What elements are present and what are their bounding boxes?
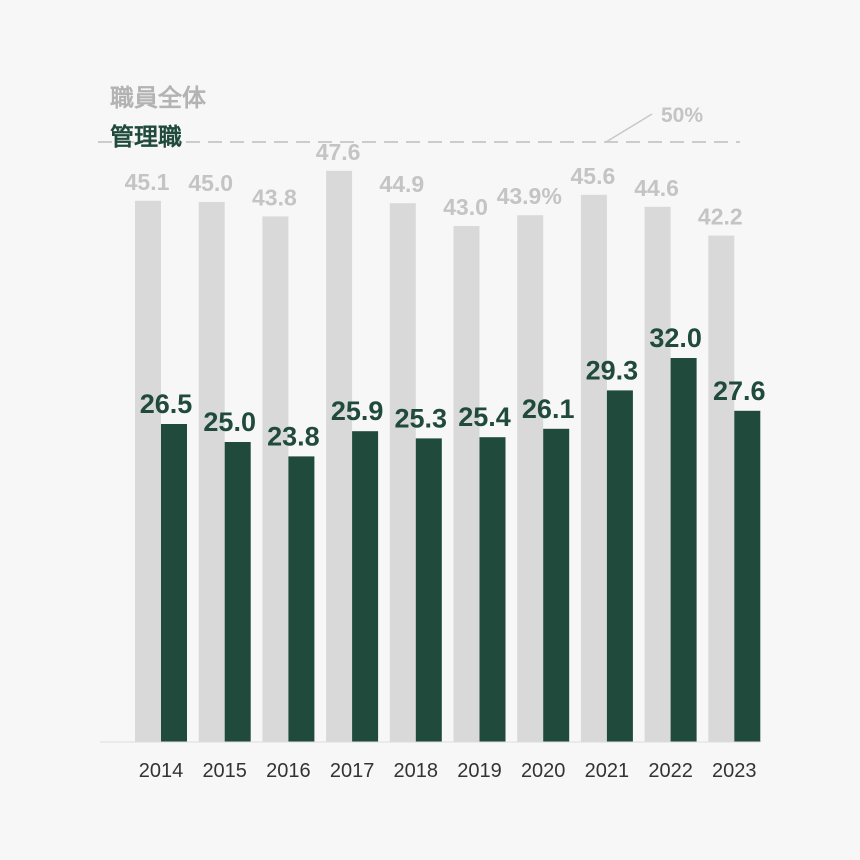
value-label-managers-2014: 26.5 xyxy=(140,389,193,419)
value-label-managers-2019: 25.4 xyxy=(458,402,511,432)
bar-managers-2014 xyxy=(161,424,187,742)
value-label-all-staff-2016: 43.8 xyxy=(252,184,297,210)
value-label-managers-2020: 26.1 xyxy=(522,394,575,424)
x-tick-2015: 2015 xyxy=(202,760,247,782)
value-label-all-staff-2015: 45.0 xyxy=(188,170,233,196)
bar-all-staff-2018 xyxy=(389,203,416,742)
value-labels-all-staff: 45.1 45.0 43.8 47.6 44.9 43.0 43.9% 45.6 44.6 42.… xyxy=(125,139,743,230)
bar-managers-2022 xyxy=(670,358,697,742)
reference-line-label: 50% xyxy=(661,104,703,127)
bar-managers-2020 xyxy=(543,428,570,742)
value-label-managers-2018: 25.3 xyxy=(395,403,448,433)
bar-all-staff-2019 xyxy=(453,226,480,742)
x-tick-2017: 2017 xyxy=(330,760,375,782)
bar-all-staff-2022 xyxy=(644,206,671,743)
bar-all-staff-2021 xyxy=(580,194,607,743)
value-label-managers-2021: 29.3 xyxy=(586,355,639,385)
bars-all-staff xyxy=(135,170,735,743)
value-label-managers-2015: 25.0 xyxy=(203,407,256,437)
value-label-managers-2017: 25.9 xyxy=(331,396,384,426)
bar-managers-2016 xyxy=(288,456,315,742)
value-label-managers-2022: 32.0 xyxy=(649,323,702,353)
x-tick-2022: 2022 xyxy=(648,760,693,782)
bar-all-staff-2016 xyxy=(262,216,289,742)
value-label-managers-2016: 23.8 xyxy=(267,421,320,451)
reference-leader-line xyxy=(605,113,653,143)
value-label-all-staff-2017: 47.6 xyxy=(316,139,361,165)
value-label-all-staff-2020: 43.9% xyxy=(497,183,562,209)
bar-managers-2023 xyxy=(734,410,761,742)
x-tick-2023: 2023 xyxy=(712,760,757,782)
x-tick-2019: 2019 xyxy=(457,760,502,782)
bar-all-staff-2017 xyxy=(326,170,353,743)
x-tick-labels: 2014 2015 2016 2017 2018 2019 2020 2021 2022 2023 xyxy=(139,760,757,782)
bar-all-staff-2023 xyxy=(708,235,735,742)
value-label-all-staff-2022: 44.6 xyxy=(634,175,679,201)
bar-managers-2021 xyxy=(606,390,633,742)
value-label-all-staff-2021: 45.6 xyxy=(571,163,616,189)
value-label-all-staff-2018: 44.9 xyxy=(379,171,424,197)
value-label-managers-2023: 27.6 xyxy=(713,376,766,406)
x-tick-2021: 2021 xyxy=(585,760,630,782)
x-tick-2016: 2016 xyxy=(266,760,311,782)
bar-managers-2019 xyxy=(479,437,506,742)
value-labels-managers: 26.5 25.0 23.8 25.9 25.3 25.4 26.1 29.3 32.0 27.6 xyxy=(140,323,766,451)
bar-all-staff-2014 xyxy=(135,200,161,743)
legend-managers: 管理職 xyxy=(110,123,182,151)
bar-managers-2018 xyxy=(415,438,442,742)
legend-all-staff: 職員全体 xyxy=(110,84,207,112)
value-label-all-staff-2023: 42.2 xyxy=(698,204,743,230)
x-tick-2018: 2018 xyxy=(394,760,439,782)
bar-managers-2015 xyxy=(224,442,251,742)
bar-all-staff-2015 xyxy=(198,202,225,742)
value-label-all-staff-2019: 43.0 xyxy=(443,194,488,220)
bars-managers xyxy=(161,358,761,742)
x-tick-2020: 2020 xyxy=(521,760,566,782)
bar-all-staff-2020 xyxy=(517,215,544,742)
bar-managers-2017 xyxy=(352,431,379,742)
value-label-all-staff-2014: 45.1 xyxy=(125,169,170,195)
x-tick-2014: 2014 xyxy=(139,760,184,782)
